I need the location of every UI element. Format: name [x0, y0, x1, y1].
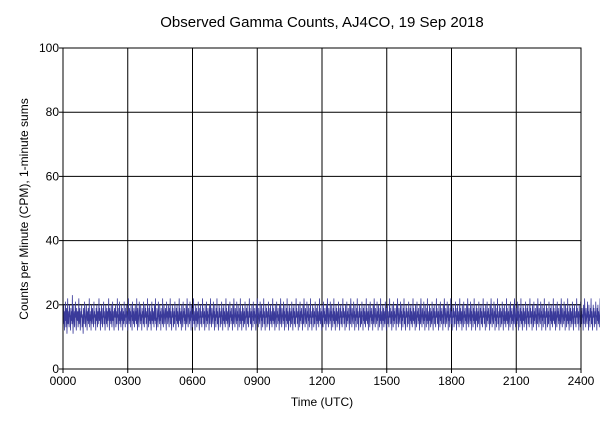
y-tick-label-5: 100	[39, 41, 59, 55]
y-tick-label-0: 0	[52, 362, 59, 376]
series-line-0	[62, 295, 600, 334]
x-tick-label-4: 1200	[309, 374, 336, 388]
y-ticks: 0 20 40 60 80 100	[39, 41, 63, 376]
x-tick-label-2: 0600	[179, 374, 206, 388]
y-tick-label-2: 40	[46, 234, 60, 248]
y-tick-label-4: 80	[46, 105, 60, 119]
x-tick-label-3: 0900	[244, 374, 271, 388]
x-tick-label-7: 2100	[503, 374, 530, 388]
x-tick-label-5: 1500	[373, 374, 400, 388]
series-group	[62, 295, 600, 334]
x-tick-label-0: 0000	[50, 374, 77, 388]
y-tick-label-1: 20	[46, 298, 60, 312]
x-tick-label-6: 1800	[438, 374, 465, 388]
x-axis-label: Time (UTC)	[291, 395, 353, 409]
y-axis-label: Counts per Minute (CPM), 1-minute sums	[17, 98, 31, 319]
chart-title: Observed Gamma Counts, AJ4CO, 19 Sep 201…	[160, 14, 484, 31]
x-ticks: 0000 0300 0600 0900 1200 1500 1800 2100 2400	[50, 369, 595, 388]
x-tick-label-8: 2400	[568, 374, 595, 388]
x-tick-label-1: 0300	[114, 374, 141, 388]
y-tick-label-3: 60	[46, 169, 60, 183]
